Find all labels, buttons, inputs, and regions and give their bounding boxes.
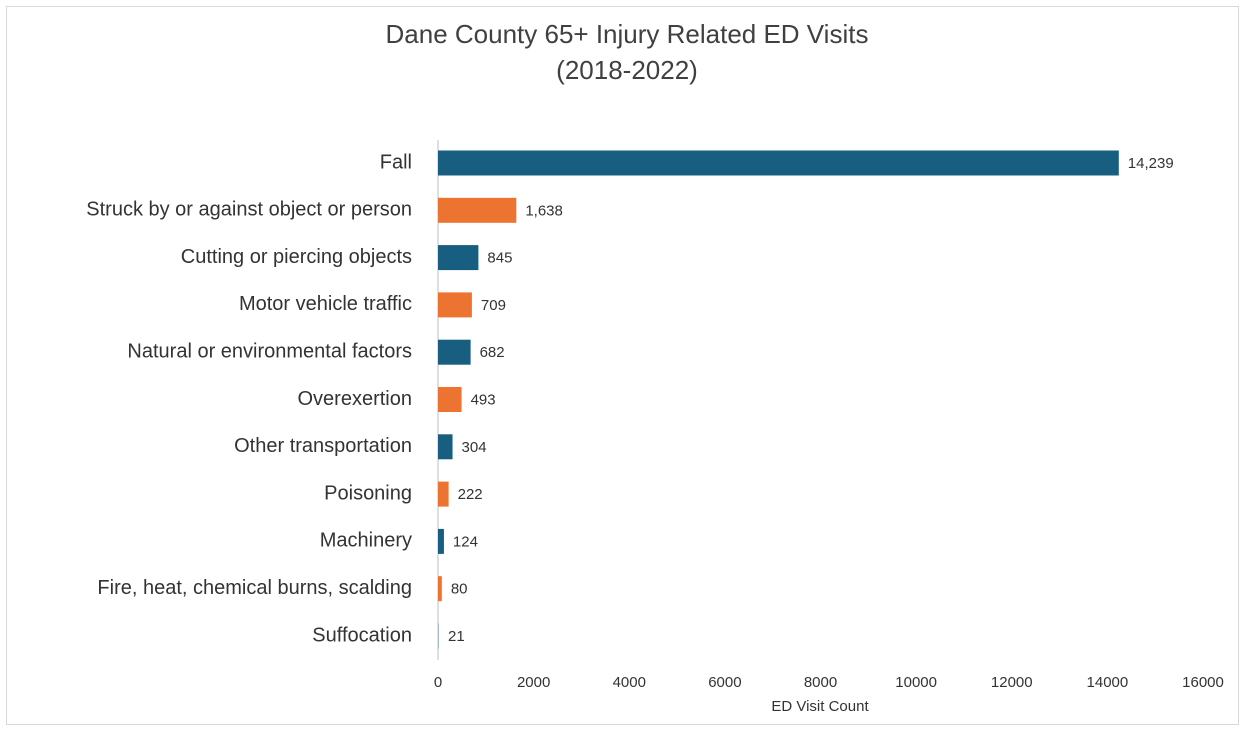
- y-tick-label: Fall: [380, 151, 412, 173]
- data-label: 1,638: [525, 202, 563, 219]
- bar: [438, 197, 517, 223]
- x-tick-label: 12000: [991, 674, 1033, 691]
- bar: [438, 434, 453, 460]
- bar: [438, 481, 449, 507]
- data-label: 124: [453, 533, 478, 550]
- bar: [438, 245, 479, 271]
- bar: [438, 387, 462, 412]
- x-tick-label: 0: [434, 674, 442, 691]
- bar: [438, 623, 440, 649]
- bar: [438, 576, 442, 602]
- chart-title: Dane County 65+ Injury Related ED Visits: [386, 19, 869, 49]
- x-tick-label: 6000: [708, 674, 741, 691]
- chart-subtitle: (2018-2022): [556, 55, 698, 85]
- data-label: 682: [480, 344, 505, 361]
- data-label: 21: [448, 628, 465, 645]
- chart-border: [6, 6, 1239, 725]
- x-tick-label: 14000: [1087, 674, 1129, 691]
- data-label: 14,239: [1128, 155, 1174, 172]
- bar: [438, 339, 471, 365]
- bar: [438, 150, 1119, 176]
- y-tick-label: Fire, heat, chemical burns, scalding: [97, 577, 412, 599]
- bar: [438, 528, 444, 554]
- x-tick-label: 16000: [1182, 674, 1224, 691]
- y-tick-label: Overexertion: [298, 388, 413, 410]
- x-axis-label: ED Visit Count: [771, 698, 869, 715]
- y-tick-label: Poisoning: [324, 482, 412, 504]
- y-tick-label: Motor vehicle traffic: [239, 293, 412, 315]
- y-tick-label: Machinery: [320, 530, 412, 552]
- x-tick-label: 8000: [804, 674, 837, 691]
- data-label: 493: [471, 391, 496, 408]
- data-label: 80: [451, 581, 468, 598]
- y-tick-label: Struck by or against object or person: [86, 199, 412, 221]
- x-tick-label: 10000: [895, 674, 937, 691]
- data-label: 845: [487, 250, 512, 267]
- x-tick-label: 4000: [613, 674, 646, 691]
- y-tick-label: Suffocation: [312, 624, 412, 646]
- y-tick-label: Cutting or piercing objects: [181, 246, 412, 268]
- bar: [438, 292, 472, 318]
- y-tick-label: Other transportation: [234, 435, 412, 457]
- data-label: 222: [458, 486, 483, 503]
- data-label: 304: [462, 439, 487, 456]
- data-label: 709: [481, 297, 506, 314]
- x-tick-label: 2000: [517, 674, 550, 691]
- y-tick-label: Natural or environmental factors: [127, 340, 412, 362]
